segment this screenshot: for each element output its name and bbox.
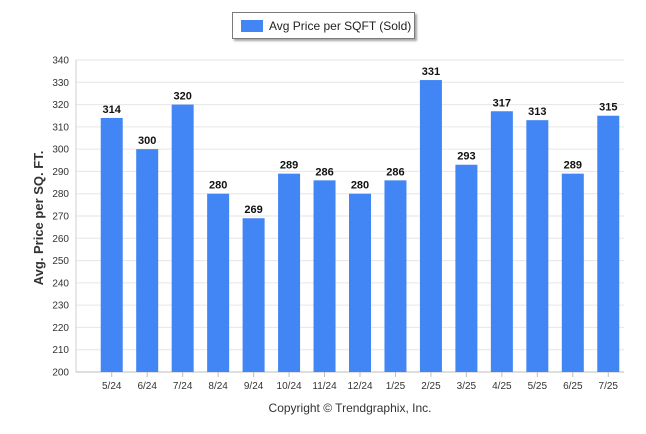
- y-tick-label: 260: [52, 234, 69, 245]
- data-label: 280: [351, 180, 369, 192]
- data-label: 313: [528, 106, 546, 118]
- bar: [490, 111, 513, 372]
- data-label: 314: [103, 104, 122, 116]
- x-tick-label: 7/25: [599, 381, 619, 392]
- legend-swatch: [241, 20, 263, 32]
- bar: [597, 115, 620, 372]
- data-label: 286: [386, 166, 404, 178]
- data-label: 315: [599, 102, 617, 114]
- data-label: 289: [280, 160, 298, 172]
- data-label: 300: [138, 135, 156, 147]
- y-tick-label: 240: [52, 278, 69, 289]
- bar: [278, 173, 301, 372]
- x-tick-label: 10/24: [277, 381, 302, 392]
- x-tick-label: 9/24: [244, 381, 264, 392]
- bar: [561, 173, 584, 372]
- y-tick-label: 320: [52, 100, 69, 111]
- bar: [384, 180, 407, 372]
- bar: [171, 104, 194, 373]
- y-tick-label: 250: [52, 256, 69, 267]
- bars: [100, 80, 620, 373]
- copyright-text: Copyright © Trendgraphix, Inc.: [269, 401, 432, 415]
- bar: [313, 180, 336, 372]
- y-tick-label: 270: [52, 212, 69, 223]
- legend[interactable]: Avg Price per SQFT (Sold): [232, 12, 415, 39]
- x-tick-label: 4/25: [492, 381, 512, 392]
- bar: [207, 193, 230, 372]
- bar: [136, 149, 159, 372]
- x-tick-label: 5/24: [102, 381, 122, 392]
- bar: [100, 117, 123, 372]
- data-label: 320: [173, 91, 191, 103]
- data-label: 280: [209, 180, 227, 192]
- data-label: 293: [457, 151, 475, 163]
- bar: [419, 80, 442, 373]
- y-tick-label: 300: [52, 145, 69, 156]
- x-axis: 5/24 6/24 7/24 8/24 9/24 10/24 11/24 12/24 1/25 2…: [102, 372, 618, 392]
- y-tick-label: 310: [52, 122, 69, 133]
- data-labels: 314 300 320 280 269 289 286 280 286 331 293 317 313 2…: [103, 66, 618, 216]
- x-tick-label: 6/24: [137, 381, 157, 392]
- data-label: 331: [422, 66, 440, 78]
- y-tick-label: 210: [52, 345, 69, 356]
- y-tick-label: 290: [52, 167, 69, 178]
- x-tick-label: 7/24: [173, 381, 193, 392]
- x-tick-label: 12/24: [347, 381, 372, 392]
- x-tick-label: 11/24: [312, 381, 337, 392]
- y-tick-label: 230: [52, 301, 69, 312]
- y-tick-label: 340: [52, 56, 69, 67]
- data-label: 289: [564, 160, 582, 172]
- bar: [455, 164, 478, 372]
- bar: [349, 193, 371, 372]
- y-tick-label: 200: [52, 368, 69, 379]
- y-tick-label: 220: [52, 323, 69, 334]
- data-label: 317: [493, 97, 511, 109]
- data-label: 286: [315, 166, 333, 178]
- bar: [526, 120, 549, 373]
- x-tick-label: 2/25: [421, 381, 441, 392]
- x-tick-label: 6/25: [563, 381, 583, 392]
- legend-label: Avg Price per SQFT (Sold): [269, 19, 412, 33]
- x-tick-label: 3/25: [457, 381, 477, 392]
- bar: [242, 218, 265, 372]
- data-label: 269: [244, 204, 262, 216]
- y-axis-title: Avg. Price per SQ. FT.: [31, 151, 46, 286]
- y-tick-label: 280: [52, 189, 69, 200]
- x-tick-label: 8/24: [208, 381, 228, 392]
- x-tick-label: 5/25: [528, 381, 548, 392]
- y-tick-label: 330: [52, 78, 69, 89]
- x-tick-label: 1/25: [386, 381, 406, 392]
